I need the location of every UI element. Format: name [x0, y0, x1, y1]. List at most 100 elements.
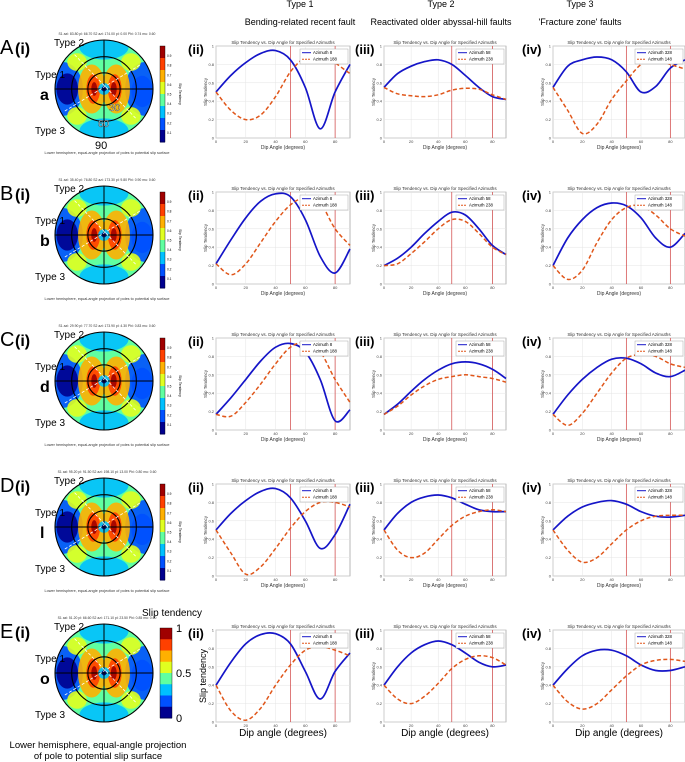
- colorbar-frame: [159, 45, 166, 143]
- y-tick-label: 0.4: [545, 245, 551, 250]
- x-tick-label: 60: [303, 577, 308, 582]
- sample-label: a: [40, 87, 49, 104]
- y-tick-label: 0.2: [208, 263, 214, 268]
- colorbar-label: Slip Tendency: [178, 229, 182, 251]
- y-tick-label: 0.6: [208, 664, 214, 669]
- series-line-primary: [552, 648, 685, 686]
- series-line-conjugate: [552, 514, 685, 564]
- colorbar-segment: [160, 661, 172, 674]
- x-axis-label: Dip Angle (degrees): [597, 145, 642, 151]
- x-tick-label: 0: [383, 577, 386, 582]
- colorbar-tick: 0.7: [167, 511, 172, 515]
- legend-box: [299, 48, 349, 65]
- plot-title: Slip Tendency vs. Dip Angle for Specifie…: [567, 624, 671, 629]
- y-tick-label: 0.8: [545, 500, 551, 505]
- legend-entry: Azimuth 188: [313, 203, 337, 208]
- y-tick-label: 1: [380, 336, 383, 341]
- colorbar-tick: 0.4: [167, 540, 172, 544]
- plot-title: Slip Tendency vs. Dip Angle for Specifie…: [231, 478, 335, 483]
- colorbar-segment: [160, 639, 172, 651]
- y-tick-label: 0.8: [208, 646, 214, 651]
- colorbar-tick: 0.3: [167, 112, 172, 116]
- series-line-conjugate: [383, 374, 507, 416]
- y-axis-label: Slip Tendency: [203, 515, 208, 544]
- x-axis-label: Dip Angle (degrees): [597, 291, 642, 297]
- x-tick-label: 40: [436, 431, 441, 436]
- colorbar-segment: [160, 58, 165, 71]
- series-line-primary: [552, 499, 685, 531]
- y-tick-label: 0.6: [376, 80, 382, 85]
- y-axis-label: Slip Tendency: [540, 369, 545, 398]
- y-tick-label: 0.4: [545, 99, 551, 104]
- series-line-conjugate: [215, 500, 351, 576]
- y-tick-label: 0.6: [376, 664, 382, 669]
- colorbar-frame: [159, 337, 166, 435]
- x-tick-label: 80: [668, 285, 673, 290]
- stress-parameters: S1 azi: 29.90 pl: 77.70 S2 azi: 173.90 p…: [59, 324, 156, 328]
- x-tick-label: 20: [580, 285, 585, 290]
- colorbar-tick: 1: [176, 623, 182, 635]
- y-axis-label: Slip Tendency: [371, 661, 376, 690]
- y-tick-label: 1: [212, 482, 215, 487]
- x-tick-label: 60: [463, 431, 468, 436]
- stress-parameters: S1 azi: 83.80 pl: 66.70 S2 azi: 174.00 p…: [59, 32, 156, 36]
- colorbar-segment: [160, 556, 165, 569]
- row-panel-label: (i): [15, 333, 30, 350]
- y-tick-label: 1: [549, 44, 552, 49]
- y-tick-label: 0.2: [545, 555, 551, 560]
- row-letter: A: [0, 37, 14, 59]
- y-tick-label: 0.2: [376, 263, 382, 268]
- colorbar-tick: 0.5: [167, 239, 172, 243]
- stereonet-type-label: Type 3: [35, 710, 65, 721]
- y-axis-label: Slip Tendency: [371, 77, 376, 106]
- panel-label: (ii): [188, 626, 204, 641]
- series-line-conjugate: [215, 196, 351, 276]
- x-tick-label: 60: [463, 577, 468, 582]
- y-tick-label: 0.8: [208, 500, 214, 505]
- x-tick-label: 20: [409, 577, 414, 582]
- y-axis-label: Slip Tendency: [371, 515, 376, 544]
- stereonet-type-label: Type 2: [54, 330, 84, 341]
- y-tick-label: 0.6: [208, 80, 214, 85]
- x-tick-label: 60: [303, 431, 308, 436]
- x-tick-label: 0: [383, 139, 386, 144]
- colorbar-segment: [160, 70, 165, 83]
- y-tick-label: 1: [549, 628, 552, 633]
- stereonet-type-label: Type 2: [54, 476, 84, 487]
- y-axis-label: Slip Tendency: [371, 369, 376, 398]
- y-tick-label: 1: [212, 628, 215, 633]
- series-line-conjugate: [552, 658, 685, 710]
- y-tick-label: 0.4: [208, 99, 214, 104]
- y-tick-label: 0.2: [376, 409, 382, 414]
- colorbar-segment: [160, 410, 165, 423]
- legend-entry: Azimuth 58: [469, 196, 491, 201]
- x-tick-label: 40: [273, 431, 278, 436]
- legend-entry: Azimuth 328: [648, 634, 672, 639]
- figure-row: E (i) S1 azi: 51.20 pl: 66.60 S2 azi: 171.…: [0, 608, 685, 762]
- colorbar-tick: 0.6: [167, 375, 172, 379]
- y-tick-label: 0.8: [545, 354, 551, 359]
- y-tick-label: 0.2: [545, 701, 551, 706]
- colorbar-segment: [160, 484, 165, 497]
- colorbar-tick: 0.4: [167, 248, 172, 252]
- y-tick-label: 0.8: [376, 646, 382, 651]
- x-tick-label: 40: [609, 577, 614, 582]
- series-line-conjugate: [552, 204, 685, 281]
- legend-box: [455, 194, 505, 211]
- y-tick-label: 0.6: [545, 664, 551, 669]
- x-tick-label: 20: [580, 139, 585, 144]
- ring-label: 90: [95, 140, 107, 152]
- ring-label: 30: [109, 103, 121, 114]
- y-tick-label: 0.8: [376, 354, 382, 359]
- stress-parameters: S1 azi: 95.20 pl: 91.50 S2 azi: 198.10 p…: [58, 470, 157, 474]
- y-tick-label: 0.8: [208, 62, 214, 67]
- x-tick-label: 60: [639, 431, 644, 436]
- legend-box: [455, 340, 505, 357]
- y-tick-label: 1: [380, 628, 383, 633]
- x-tick-label: 80: [333, 139, 338, 144]
- colorbar-tick: 0.8: [167, 356, 172, 360]
- series-line-primary: [215, 487, 351, 550]
- series-line-primary: [215, 192, 351, 274]
- y-tick-label: 0.8: [376, 500, 382, 505]
- colorbar-segment: [160, 520, 165, 533]
